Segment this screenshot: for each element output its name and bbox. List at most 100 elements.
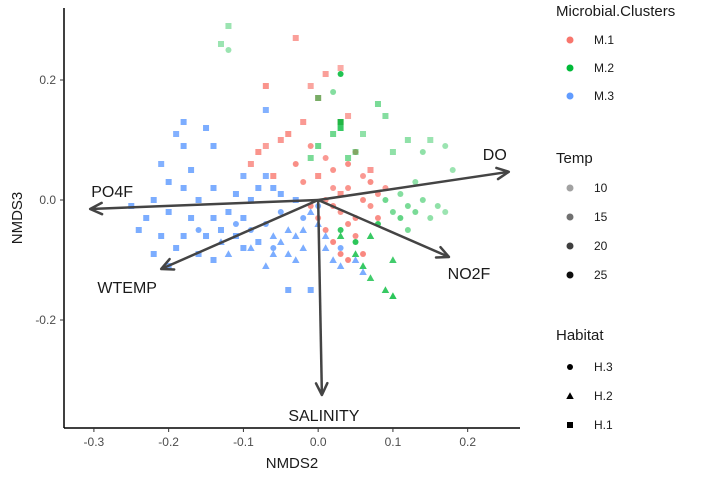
legend-label-habitat: H.3 [594,360,613,374]
x-tick-label: 0.2 [459,435,476,449]
data-point [255,185,262,191]
data-point [360,251,367,257]
vector-arrow-head [495,166,511,181]
data-point [262,107,269,113]
vector-label: DO [483,147,507,164]
x-tick-label: -0.2 [158,435,179,449]
data-point [262,262,270,269]
data-point [240,173,247,179]
legend-label-cluster: M.1 [594,33,614,47]
vector-arrow-line [316,199,324,396]
data-point [210,185,217,191]
data-point [389,149,396,155]
data-point [351,250,360,257]
data-point [300,215,307,221]
data-point [397,191,404,197]
data-point [337,191,344,197]
data-point [442,143,449,149]
data-point [225,23,232,29]
data-point [330,89,337,95]
vector-arrow-head [88,201,104,216]
data-point [135,227,142,233]
data-point [262,83,269,89]
data-point [299,244,307,251]
data-point [352,149,359,155]
x-axis-title: NMDS2 [266,455,319,472]
data-point [128,203,135,209]
data-point [442,209,449,215]
data-point [165,179,172,185]
data-point [330,239,337,245]
data-point [269,250,278,257]
data-point [359,262,367,269]
data-point [210,143,217,149]
data-point [173,131,180,137]
data-point [270,245,277,251]
legend-label-temp: 15 [594,210,608,224]
data-point [307,155,314,161]
data-point [180,119,187,125]
legend-key-temp [566,213,574,221]
data-point [345,185,352,191]
data-point [307,143,314,149]
data-point [345,221,352,227]
axes-layer: -0.3 -0.2 -0.1 0.0 0.1 0.2 -0.2 0.0 0.2 NMDS2 NMDS… [9,8,520,472]
data-point [427,137,434,143]
vector-arrow-line [160,198,319,271]
data-point [255,239,262,245]
data-point [434,203,441,209]
data-point [345,161,352,167]
data-point [360,131,367,137]
data-point [367,167,374,173]
data-point [360,197,367,203]
data-point [366,274,375,281]
data-point [307,83,314,89]
data-point [359,268,367,275]
data-point [336,232,345,239]
data-point [367,203,374,209]
data-point [382,197,389,203]
vector-label: PO4F [91,184,133,201]
data-point [180,143,187,149]
data-point [203,233,210,239]
data-point [336,262,345,269]
data-point [389,256,397,263]
data-point [330,185,337,191]
data-point [150,197,157,203]
data-point [158,161,165,167]
data-point [337,119,344,125]
legend-label-cluster: M.2 [594,61,614,75]
data-point [277,209,284,215]
data-point [247,244,255,251]
data-point [315,95,322,101]
data-point [322,155,329,161]
data-point [367,179,374,185]
vector-arrow-line [317,170,509,202]
data-point [412,179,419,185]
vector-label: NO2F [448,266,491,283]
legend-key-habitat [567,422,573,428]
data-point [232,221,239,227]
x-tick-label: -0.3 [84,435,105,449]
data-point [404,203,411,209]
legend-key-cluster [566,64,574,72]
data-point [195,227,202,233]
data-point [165,209,172,215]
data-point [337,227,344,233]
data-point [195,251,202,257]
data-point [307,287,314,293]
vector-arrow-head [159,257,176,271]
data-point [382,113,389,119]
legend-key-temp [566,271,574,279]
x-tick-label: 0.1 [385,435,402,449]
data-point [337,125,344,131]
data-point [337,71,344,77]
data-point [291,256,300,263]
data-point [321,232,330,239]
data-point [404,227,411,233]
y-tick-label: 0.2 [39,73,56,87]
data-point [210,257,217,263]
data-point [143,215,150,221]
data-point [419,149,426,155]
data-point [270,173,277,179]
